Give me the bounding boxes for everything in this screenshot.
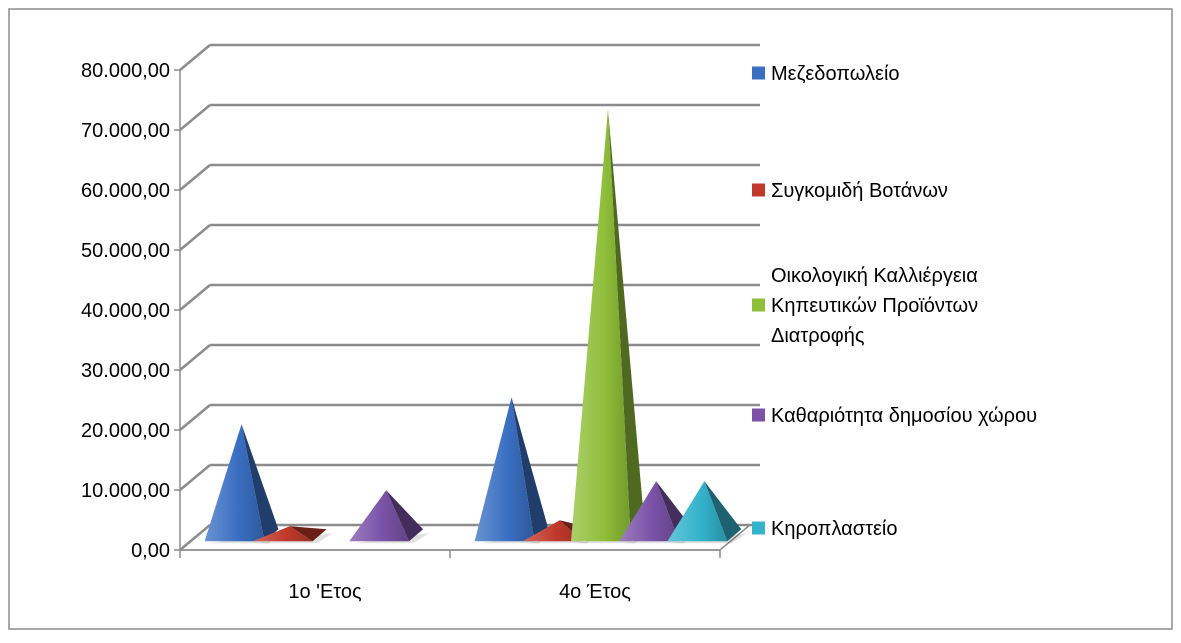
y-tick-label: 30.000,00 bbox=[81, 360, 170, 382]
pyramid-bars bbox=[204, 109, 748, 544]
y-tick-label: 0,00 bbox=[131, 540, 170, 562]
gridline-side bbox=[179, 524, 211, 551]
pyramid-side-face bbox=[704, 481, 742, 542]
gridline-side bbox=[179, 404, 211, 431]
gridline-side bbox=[179, 344, 211, 371]
pyramid-side-face bbox=[289, 526, 327, 542]
legend-swatch bbox=[752, 521, 765, 535]
legend-swatch bbox=[752, 408, 765, 422]
legend: Μεζεδοπωλείο Συγκομιδή Βοτάνων Οικολογική … bbox=[752, 63, 1037, 540]
legend-label: Διατροφής bbox=[771, 325, 865, 347]
y-axis-tick-labels: 0,00 10.000,00 20.000,00 30.000,00 40.000,00… bbox=[81, 60, 170, 562]
y-tick-label: 50.000,00 bbox=[81, 240, 170, 262]
gridline-side bbox=[179, 224, 211, 251]
legend-swatch bbox=[752, 66, 765, 80]
pyramid-side-face bbox=[607, 109, 645, 542]
gridline-side bbox=[179, 464, 211, 491]
gridline-side bbox=[179, 104, 211, 131]
legend-label: Συγκομιδή Βοτάνων bbox=[771, 180, 948, 202]
pyramid-side-face bbox=[386, 490, 424, 542]
pyramid-side-face bbox=[241, 424, 279, 542]
y-tick-label: 60.000,00 bbox=[81, 180, 170, 202]
y-tick-label: 40.000,00 bbox=[81, 300, 170, 322]
legend-swatch bbox=[752, 183, 765, 197]
pyramid-bar bbox=[571, 109, 631, 542]
gridline-side bbox=[179, 44, 211, 71]
gridline-side bbox=[179, 164, 211, 191]
pyramid-bar bbox=[349, 490, 410, 542]
legend-label: Κηροπλαστείο bbox=[771, 518, 897, 540]
legend-label: Οικολογική Καλλιέργεια bbox=[771, 265, 978, 287]
pyramid-bar bbox=[619, 481, 680, 542]
pyramid-bar bbox=[252, 526, 313, 542]
y-tick-label: 10.000,00 bbox=[81, 480, 170, 502]
legend-swatch bbox=[752, 298, 765, 312]
x-axis-tick-labels: 1ο 'Ετος 4ο Έτος bbox=[288, 581, 631, 603]
gridlines bbox=[179, 43, 760, 551]
x-tick-label: 4ο Έτος bbox=[559, 581, 631, 603]
pyramid-side-face bbox=[511, 397, 549, 542]
y-tick-label: 70.000,00 bbox=[81, 120, 170, 142]
y-tick-label: 20.000,00 bbox=[81, 420, 170, 442]
x-tick-label: 1ο 'Ετος bbox=[288, 581, 362, 603]
gridline-side bbox=[179, 284, 211, 311]
pyramid-bar bbox=[204, 424, 265, 542]
y-tick-label: 80.000,00 bbox=[81, 60, 170, 82]
legend-label: Κηπευτικών Προϊόντων bbox=[771, 295, 978, 317]
axes bbox=[174, 69, 721, 558]
pyramid-bar bbox=[667, 481, 728, 542]
pyramid-bar bbox=[474, 397, 535, 542]
legend-label: Καθαριότητα δημοσίου χώρου bbox=[771, 405, 1037, 427]
legend-label: Μεζεδοπωλείο bbox=[771, 63, 900, 85]
pyramid-bar bbox=[522, 520, 583, 542]
